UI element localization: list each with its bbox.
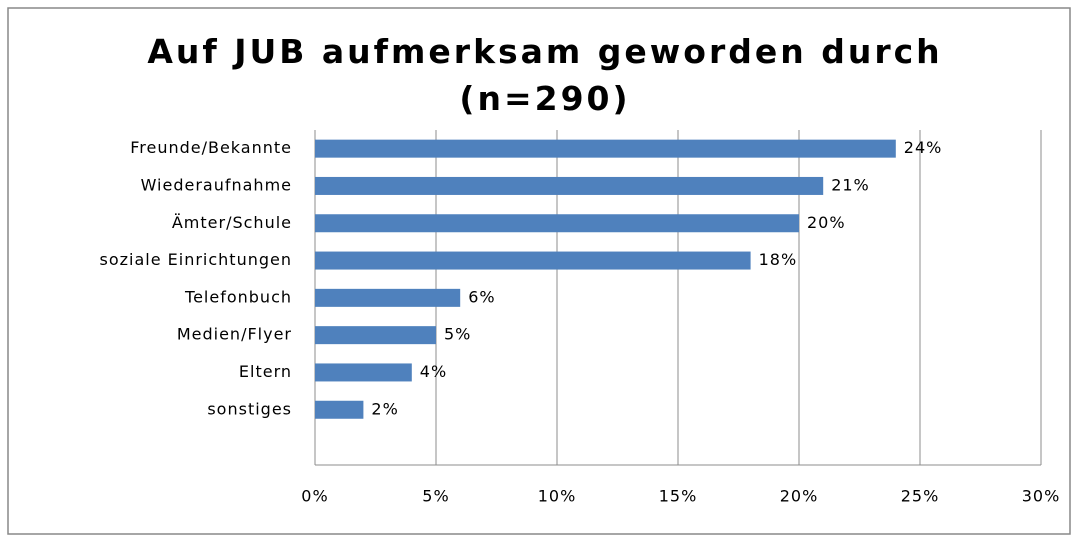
y-tick-label: Eltern bbox=[239, 362, 292, 381]
x-tick-label: 30% bbox=[1022, 487, 1061, 506]
y-tick-label: Ämter/Schule bbox=[172, 213, 292, 232]
x-tick-label: 5% bbox=[422, 487, 449, 506]
data-label: 24% bbox=[904, 138, 943, 157]
data-label: 20% bbox=[807, 213, 846, 232]
data-label: 18% bbox=[759, 250, 798, 269]
bar bbox=[315, 363, 412, 382]
bar bbox=[315, 139, 896, 158]
y-tick-label: Telefonbuch bbox=[184, 287, 292, 306]
x-tick-label: 0% bbox=[301, 487, 328, 506]
bar bbox=[315, 288, 461, 307]
chart-border bbox=[7, 7, 1071, 535]
bar bbox=[315, 176, 824, 195]
x-tick-label: 15% bbox=[659, 487, 698, 506]
bar bbox=[315, 400, 364, 419]
data-label: 21% bbox=[831, 175, 870, 194]
x-tick-label: 10% bbox=[538, 487, 577, 506]
y-tick-label: Freunde/Bekannte bbox=[130, 138, 292, 157]
x-tick-label: 20% bbox=[780, 487, 819, 506]
data-label: 6% bbox=[468, 287, 495, 306]
data-label: 2% bbox=[371, 399, 398, 418]
y-tick-label: Wiederaufnahme bbox=[141, 175, 292, 194]
data-label: 4% bbox=[420, 362, 447, 381]
bar bbox=[315, 214, 799, 233]
y-tick-label: Medien/Flyer bbox=[177, 325, 292, 344]
y-tick-label: sonstiges bbox=[207, 399, 292, 418]
y-tick-label: soziale Einrichtungen bbox=[100, 250, 293, 269]
bar bbox=[315, 326, 436, 345]
chart-title: Auf JUB aufmerksam geworden durch (n=290… bbox=[147, 32, 943, 118]
data-label: 5% bbox=[444, 325, 471, 344]
bar bbox=[315, 251, 751, 270]
x-tick-label: 25% bbox=[901, 487, 940, 506]
